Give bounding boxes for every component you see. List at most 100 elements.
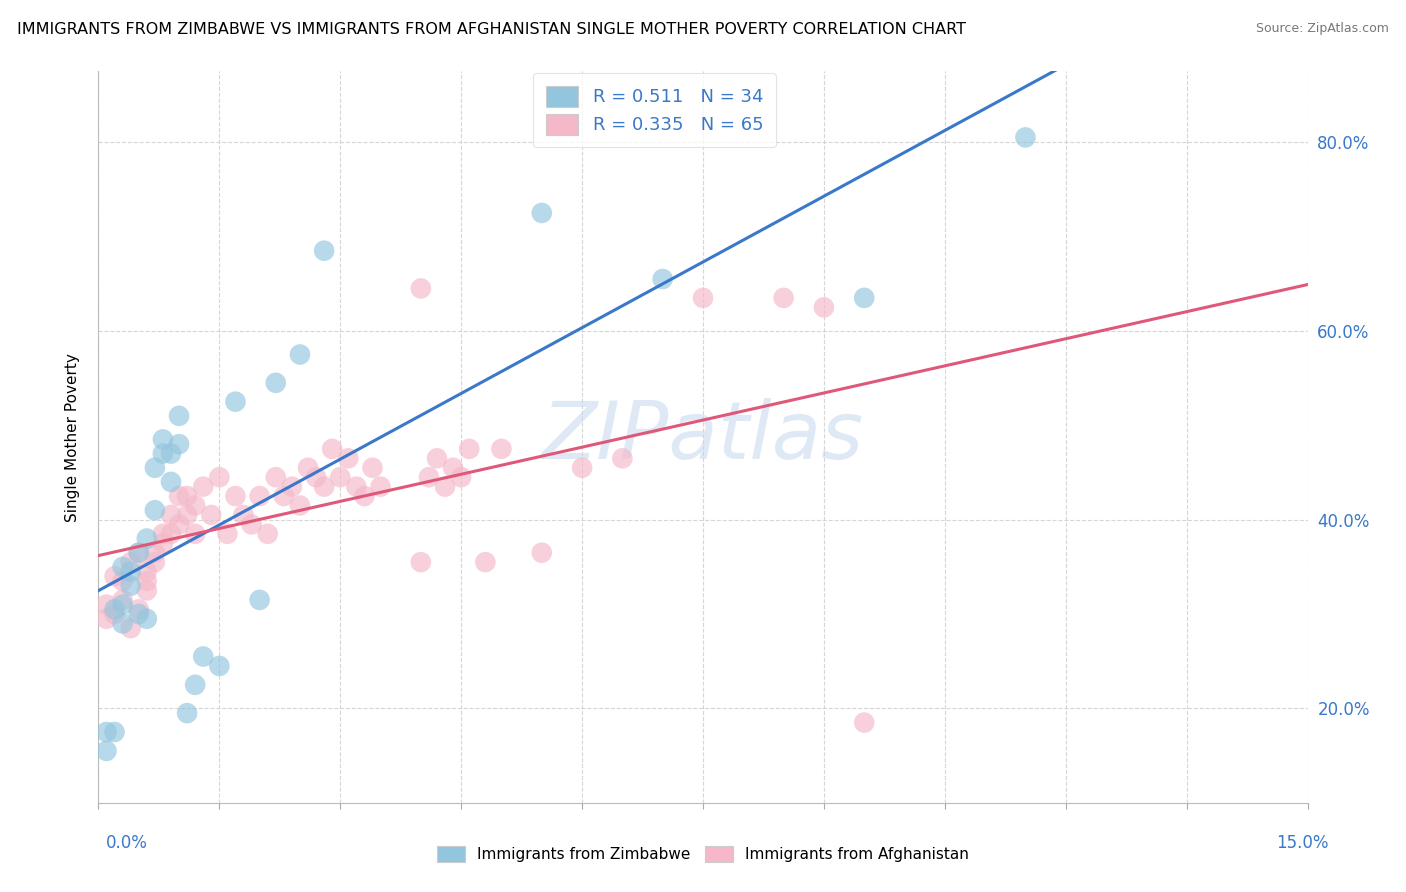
- Point: [305, 470, 328, 484]
- Point: [184, 499, 207, 513]
- Point: [167, 437, 190, 451]
- Point: [208, 470, 231, 484]
- Point: [314, 244, 336, 258]
- Point: [128, 546, 150, 560]
- Point: [143, 503, 166, 517]
- Point: [103, 602, 125, 616]
- Point: [160, 508, 183, 522]
- Point: [651, 272, 673, 286]
- Point: [128, 602, 150, 616]
- Point: [256, 526, 278, 541]
- Point: [111, 598, 134, 612]
- Point: [224, 394, 246, 409]
- Point: [111, 593, 134, 607]
- Point: [288, 347, 311, 361]
- Point: [193, 649, 215, 664]
- Point: [176, 508, 198, 522]
- Point: [571, 460, 593, 475]
- Point: [96, 598, 118, 612]
- Point: [314, 480, 336, 494]
- Point: [288, 499, 311, 513]
- Point: [193, 480, 215, 494]
- Point: [450, 470, 472, 484]
- Point: [143, 546, 166, 560]
- Point: [152, 526, 174, 541]
- Point: [143, 460, 166, 475]
- Point: [135, 532, 157, 546]
- Point: [103, 725, 125, 739]
- Point: [128, 546, 150, 560]
- Point: [353, 489, 375, 503]
- Point: [96, 744, 118, 758]
- Text: 15.0%: 15.0%: [1277, 834, 1329, 852]
- Point: [224, 489, 246, 503]
- Point: [160, 447, 183, 461]
- Point: [96, 612, 118, 626]
- Point: [176, 489, 198, 503]
- Point: [434, 480, 457, 494]
- Point: [167, 489, 190, 503]
- Point: [344, 480, 367, 494]
- Legend: R = 0.511   N = 34, R = 0.335   N = 65: R = 0.511 N = 34, R = 0.335 N = 65: [533, 73, 776, 147]
- Point: [240, 517, 263, 532]
- Text: ZIPatlas: ZIPatlas: [541, 398, 865, 476]
- Point: [232, 508, 254, 522]
- Point: [135, 574, 157, 588]
- Point: [135, 583, 157, 598]
- Point: [135, 612, 157, 626]
- Point: [103, 607, 125, 621]
- Point: [530, 546, 553, 560]
- Point: [160, 526, 183, 541]
- Point: [111, 616, 134, 631]
- Point: [273, 489, 295, 503]
- Point: [409, 281, 432, 295]
- Point: [120, 621, 142, 635]
- Y-axis label: Single Mother Poverty: Single Mother Poverty: [65, 352, 80, 522]
- Point: [96, 725, 118, 739]
- Point: [297, 460, 319, 475]
- Point: [491, 442, 513, 456]
- Point: [426, 451, 449, 466]
- Point: [329, 470, 352, 484]
- Point: [321, 442, 343, 456]
- Point: [458, 442, 481, 456]
- Text: IMMIGRANTS FROM ZIMBABWE VS IMMIGRANTS FROM AFGHANISTAN SINGLE MOTHER POVERTY CO: IMMIGRANTS FROM ZIMBABWE VS IMMIGRANTS F…: [17, 22, 966, 37]
- Point: [813, 301, 835, 315]
- Point: [167, 517, 190, 532]
- Point: [441, 460, 464, 475]
- Point: [120, 579, 142, 593]
- Point: [120, 555, 142, 569]
- Point: [281, 480, 304, 494]
- Point: [184, 678, 207, 692]
- Point: [128, 607, 150, 621]
- Point: [474, 555, 496, 569]
- Point: [418, 470, 440, 484]
- Point: [143, 555, 166, 569]
- Point: [370, 480, 392, 494]
- Point: [176, 706, 198, 720]
- Point: [208, 659, 231, 673]
- Text: 0.0%: 0.0%: [105, 834, 148, 852]
- Point: [120, 565, 142, 579]
- Point: [409, 555, 432, 569]
- Point: [167, 409, 190, 423]
- Point: [160, 475, 183, 489]
- Point: [217, 526, 239, 541]
- Point: [184, 526, 207, 541]
- Legend: Immigrants from Zimbabwe, Immigrants from Afghanistan: Immigrants from Zimbabwe, Immigrants fro…: [430, 840, 976, 868]
- Point: [264, 376, 287, 390]
- Point: [152, 536, 174, 550]
- Point: [152, 447, 174, 461]
- Point: [361, 460, 384, 475]
- Point: [772, 291, 794, 305]
- Point: [103, 569, 125, 583]
- Point: [200, 508, 222, 522]
- Point: [135, 565, 157, 579]
- Point: [337, 451, 360, 466]
- Point: [249, 489, 271, 503]
- Point: [612, 451, 634, 466]
- Point: [152, 433, 174, 447]
- Point: [249, 593, 271, 607]
- Point: [692, 291, 714, 305]
- Point: [111, 559, 134, 574]
